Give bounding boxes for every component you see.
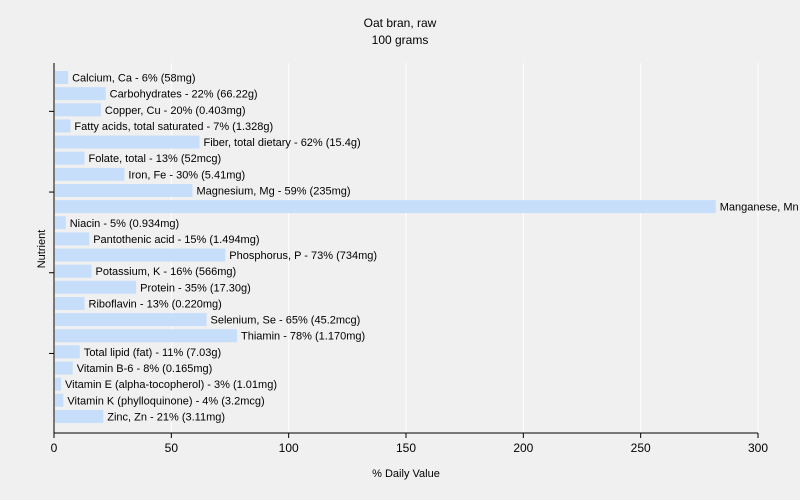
bar-label-13: Protein - 35% (17.30g) [140, 282, 251, 294]
bar-label-15: Selenium, Se - 65% (45.2mcg) [211, 315, 361, 327]
bar-label-9: Niacin - 5% (0.934mg) [70, 218, 179, 230]
bar-label-20: Vitamin K (phylloquinone) - 4% (3.2mcg) [67, 395, 264, 407]
bar-label-11: Phosphorus, P - 73% (734mg) [229, 250, 377, 262]
bar-label-8: Manganese, Mn - 282% (5.630mg) [720, 202, 800, 214]
bar-label-10: Pantothenic acid - 15% (1.494mg) [93, 234, 259, 246]
bar-18 [55, 361, 73, 375]
bar-5 [55, 151, 85, 165]
bar-15 [55, 313, 207, 327]
bar-6 [55, 167, 125, 181]
bar-label-7: Magnesium, Mg - 59% (235mg) [196, 185, 350, 197]
y-axis-title: Nutrient [36, 230, 48, 269]
bar-label-2: Copper, Cu - 20% (0.403mg) [105, 105, 246, 117]
x-tick-label-50: 50 [165, 441, 179, 455]
bar-label-1: Carbohydrates - 22% (66.22g) [110, 89, 258, 101]
bar-label-16: Thiamin - 78% (1.170mg) [241, 331, 365, 343]
bar-label-4: Fiber, total dietary - 62% (15.4g) [203, 137, 360, 149]
bar-label-18: Vitamin B-6 - 8% (0.165mg) [77, 363, 213, 375]
bar-9 [55, 216, 66, 230]
bar-label-5: Folate, total - 13% (52mcg) [89, 153, 222, 165]
x-tick-label-0: 0 [51, 441, 58, 455]
bar-4 [55, 135, 200, 149]
bar-11 [55, 248, 226, 262]
x-tick-label-250: 250 [631, 441, 651, 455]
bar-label-19: Vitamin E (alpha-tocopherol) - 3% (1.01m… [65, 379, 277, 391]
x-tick-label-200: 200 [513, 441, 533, 455]
bar-13 [55, 280, 137, 294]
bar-17 [55, 345, 80, 359]
bar-label-12: Potassium, K - 16% (566mg) [96, 266, 237, 278]
bar-16 [55, 329, 238, 343]
axes: 0 50 100 150 200 250 300 [49, 63, 768, 455]
bar-2 [55, 103, 101, 117]
bar-labels: Calcium, Ca - 6% (58mg) Carbohydrates - 2… [65, 73, 800, 424]
bar-20 [55, 393, 64, 407]
chart-title: Oat bran, raw [364, 16, 437, 30]
bar-label-17: Total lipid (fat) - 11% (7.03g) [84, 347, 221, 359]
bar-21 [55, 409, 104, 423]
x-tick-label-100: 100 [279, 441, 299, 455]
bar-0 [55, 71, 69, 84]
bar-19 [55, 377, 62, 391]
bar-label-6: Iron, Fe - 30% (5.41mg) [128, 169, 245, 181]
bar-3 [55, 119, 71, 133]
bars [55, 71, 716, 423]
x-tick-label-300: 300 [748, 441, 768, 455]
grid-lines [170, 63, 759, 433]
x-axis-title: % Daily Value [372, 468, 440, 480]
bar-7 [55, 183, 193, 197]
chart-subtitle: 100 grams [372, 33, 429, 47]
bar-1 [55, 87, 106, 101]
bar-8 [55, 200, 716, 214]
bar-label-0: Calcium, Ca - 6% (58mg) [72, 73, 195, 85]
bar-label-14: Riboflavin - 13% (0.220mg) [89, 298, 222, 310]
x-tick-label-150: 150 [396, 441, 416, 455]
bar-12 [55, 264, 92, 278]
bar-14 [55, 296, 85, 310]
bar-10 [55, 232, 90, 246]
bar-label-3: Fatty acids, total saturated - 7% (1.328… [74, 121, 273, 133]
bar-label-21: Zinc, Zn - 21% (3.11mg) [107, 411, 225, 423]
